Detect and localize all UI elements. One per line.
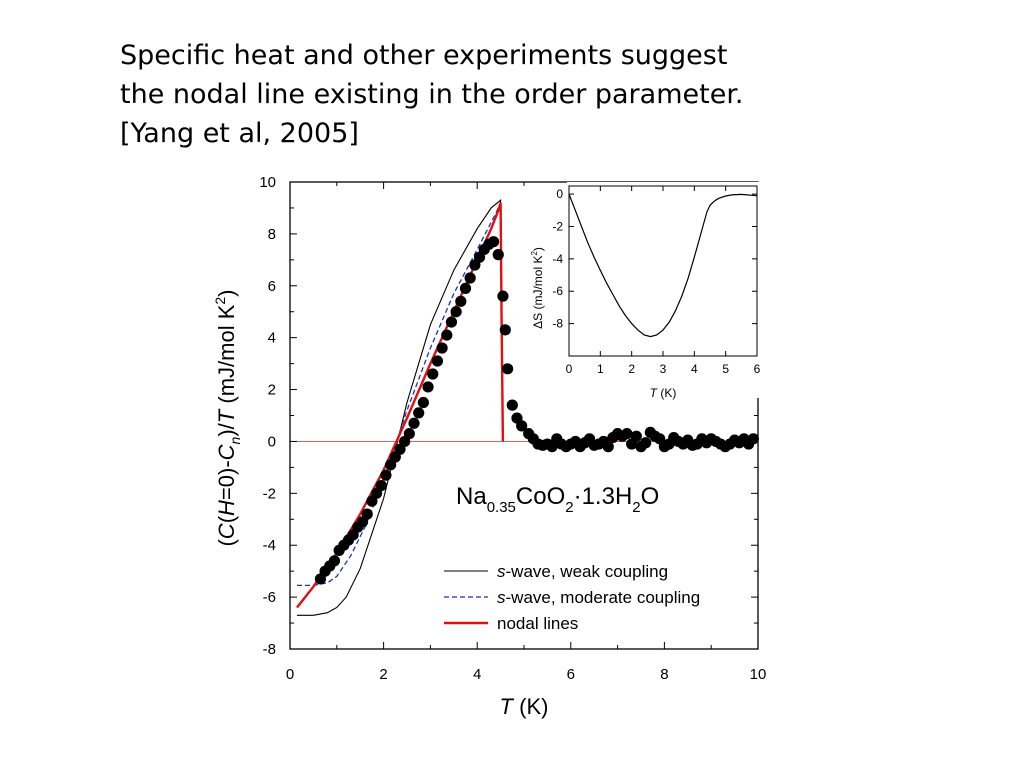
inset-background bbox=[567, 182, 761, 398]
y-tick-label: 10 bbox=[259, 174, 276, 191]
data-point bbox=[361, 508, 373, 520]
inset-x-tick-label: 3 bbox=[660, 362, 667, 376]
y-tick-label: -2 bbox=[263, 485, 276, 502]
data-point bbox=[502, 363, 514, 375]
legend-entry: s-wave, moderate coupling bbox=[497, 588, 700, 607]
data-point bbox=[499, 324, 511, 336]
inset-y-tick-label: -2 bbox=[552, 219, 563, 233]
slide-headline: Specific heat and other experiments sugg… bbox=[120, 36, 920, 153]
data-point bbox=[630, 430, 642, 442]
data-point bbox=[459, 282, 472, 294]
data-points bbox=[314, 236, 759, 585]
weak-coupling-curve bbox=[297, 199, 504, 616]
data-point bbox=[375, 479, 387, 492]
data-point bbox=[445, 316, 458, 328]
y-tick-label: 6 bbox=[268, 278, 276, 295]
inset-frame bbox=[568, 185, 758, 357]
inset-y-tick-label: -4 bbox=[552, 252, 563, 266]
data-point bbox=[413, 407, 425, 419]
x-tick-label: 2 bbox=[379, 666, 387, 683]
headline-line-2: the nodal line existing in the order par… bbox=[120, 79, 744, 110]
y-tick-label: 2 bbox=[268, 382, 276, 399]
x-tick-label: 8 bbox=[660, 666, 668, 683]
legend-entry: s-wave, weak coupling bbox=[497, 562, 668, 581]
legend-entry: nodal lines bbox=[497, 614, 578, 633]
inset-x-tick-label: 0 bbox=[566, 362, 573, 376]
moderate-coupling-curve bbox=[297, 202, 504, 587]
data-point bbox=[621, 428, 633, 440]
data-point bbox=[516, 420, 528, 432]
data-point bbox=[380, 469, 392, 481]
data-point bbox=[450, 306, 462, 318]
data-point bbox=[487, 236, 500, 248]
data-point bbox=[492, 249, 504, 261]
data-point bbox=[328, 555, 341, 567]
data-point bbox=[417, 396, 429, 409]
y-tick-label: -4 bbox=[263, 537, 276, 554]
x-tick-label: 4 bbox=[473, 666, 481, 683]
inset-x-axis-label: T (K) bbox=[650, 386, 677, 400]
inset-y-tick-label: -8 bbox=[552, 317, 563, 331]
inset-x-tick-label: 4 bbox=[691, 362, 698, 376]
data-point bbox=[747, 433, 759, 445]
x-tick-label: 10 bbox=[750, 666, 767, 683]
x-axis-label: T (K) bbox=[500, 694, 549, 719]
data-point bbox=[427, 368, 439, 380]
inset-y-tick-label: 0 bbox=[556, 187, 563, 201]
data-point bbox=[602, 441, 614, 453]
main-plot-frame bbox=[289, 181, 759, 650]
data-point bbox=[436, 342, 448, 354]
data-point bbox=[422, 381, 434, 393]
y-tick-label: 4 bbox=[268, 330, 276, 347]
data-point bbox=[497, 290, 509, 302]
headline-line-1: Specific heat and other experiments sugg… bbox=[120, 40, 728, 71]
data-point bbox=[431, 355, 444, 367]
data-point bbox=[408, 417, 420, 429]
inset-x-tick-label: 2 bbox=[628, 362, 635, 376]
data-point bbox=[640, 437, 652, 449]
inset-y-tick-label: -6 bbox=[552, 284, 563, 298]
x-tick-label: 6 bbox=[567, 666, 575, 683]
inset-y-axis-label: ΔS (mJ/mol K2) bbox=[530, 247, 545, 329]
compound-label: Na0.35CoO2·1.3H2O bbox=[456, 483, 659, 516]
inset-x-tick-label: 1 bbox=[597, 362, 604, 376]
data-point bbox=[403, 428, 415, 440]
entropy-difference-curve bbox=[568, 193, 758, 338]
y-tick-label: 0 bbox=[268, 433, 276, 450]
y-axis-label: (C(H=0)-Cn)/T (mJ/mol K2) bbox=[212, 289, 243, 546]
data-point bbox=[455, 295, 467, 307]
headline-line-3: [Yang et al, 2005] bbox=[120, 118, 359, 149]
inset-chart: 0 1 2 3 4 5 6 0 -2 -4 -6 -8 T (K) ΔS (mJ/mol K2) bbox=[530, 182, 761, 400]
inset-x-tick-label: 5 bbox=[722, 362, 729, 376]
data-point bbox=[506, 399, 518, 411]
y-tick-label: -6 bbox=[263, 589, 276, 606]
data-point bbox=[441, 329, 453, 341]
x-tick-label: 0 bbox=[286, 666, 294, 683]
legend: s-wave, weak coupling s-wave, moderate co… bbox=[444, 562, 700, 633]
data-point bbox=[464, 272, 476, 284]
y-tick-label: 8 bbox=[268, 226, 276, 243]
y-tick-label: -8 bbox=[263, 641, 276, 658]
inset-x-tick-label: 6 bbox=[754, 362, 761, 376]
